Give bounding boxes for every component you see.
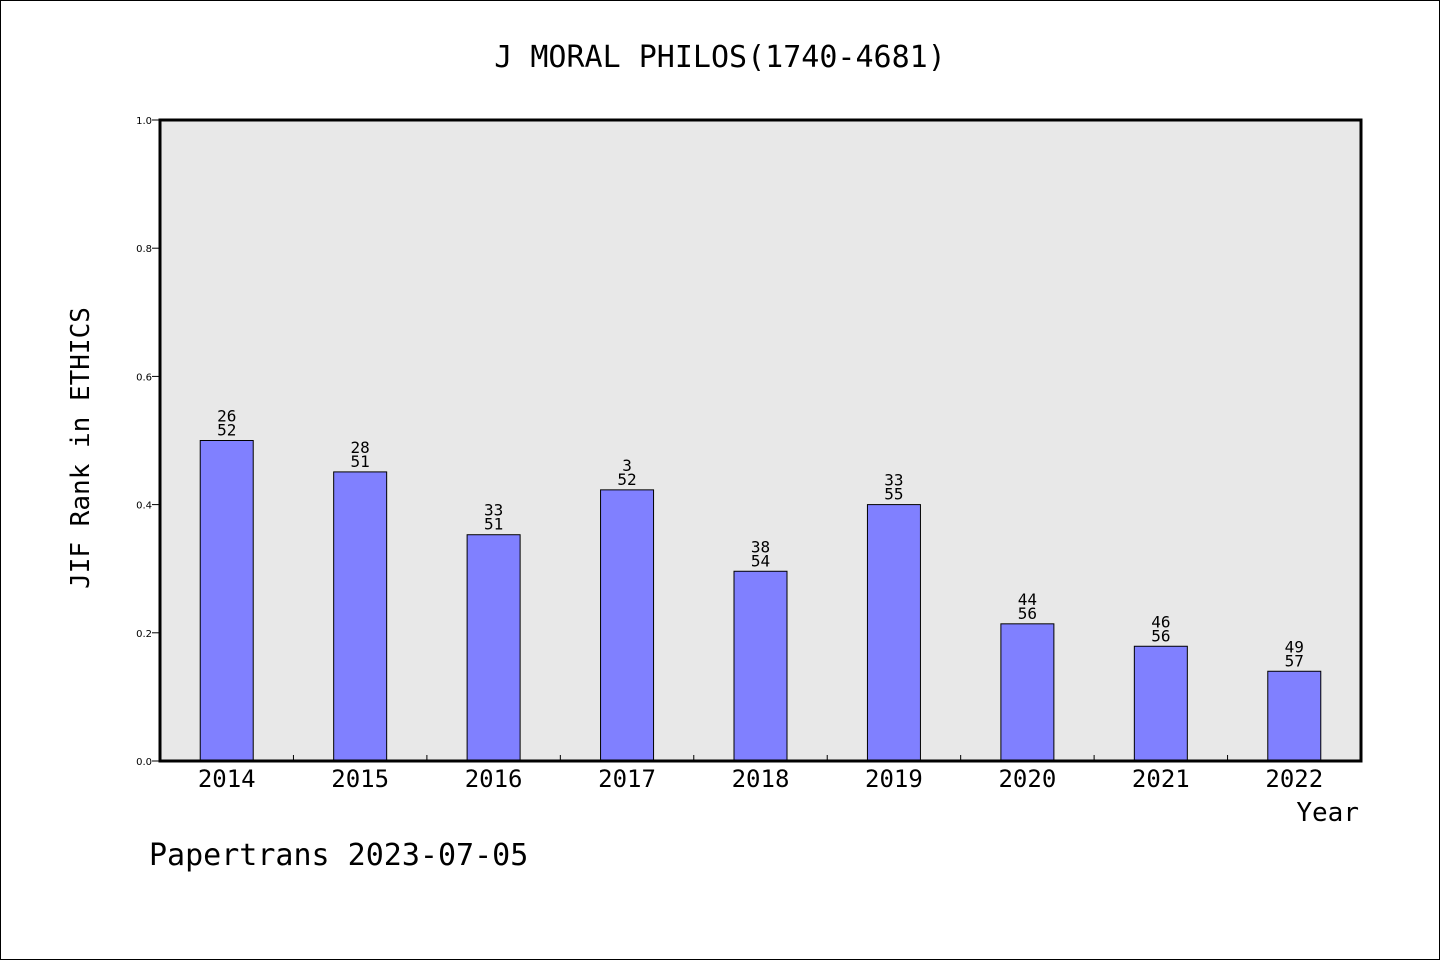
bar: [733, 570, 788, 762]
bar-rank-label: 3: [622, 456, 632, 475]
x-tick-label: 2022: [1265, 765, 1323, 793]
bar: [333, 471, 388, 762]
bar-rank-label: 49: [1285, 637, 1304, 656]
x-tick-label: 2015: [331, 765, 389, 793]
x-tick-label: 2021: [1132, 765, 1190, 793]
bar-rank-label: 44: [1018, 590, 1037, 609]
bar-rank-label: 33: [884, 471, 903, 490]
bar: [1000, 623, 1055, 762]
bar: [199, 440, 254, 762]
x-axis-label: Year: [1296, 798, 1359, 828]
footer-text: Papertrans 2023-07-05: [149, 838, 528, 873]
bar-rank-label: 33: [484, 501, 503, 520]
bar-total-label: 56: [1151, 626, 1170, 645]
x-tick-label: 2014: [198, 765, 256, 793]
y-tick-label: 1.0: [136, 116, 152, 127]
x-tick-label: 2018: [732, 765, 790, 793]
bar-total-label: 55: [884, 485, 903, 504]
plot-border: [158, 118, 1363, 763]
chart-title: J MORAL PHILOS(1740-4681): [494, 40, 946, 75]
y-tick-label: 0.0: [136, 757, 152, 768]
x-axis-ticks: 2014 2015 2016 2017 2018 2019 2020 2021 2022: [198, 755, 1323, 793]
bar-total-label: 51: [484, 515, 503, 534]
x-tick-label: 2020: [998, 765, 1056, 793]
x-tick-label: 2017: [598, 765, 656, 793]
bar-total-label: 51: [351, 452, 370, 471]
x-tick-label: 2016: [465, 765, 523, 793]
bar: [600, 489, 655, 762]
bar: [1133, 645, 1188, 762]
y-tick-label: 0.2: [136, 629, 152, 640]
bar-rank-label: 28: [351, 438, 370, 457]
bar: [466, 534, 521, 762]
x-tick-label: 2019: [865, 765, 923, 793]
bar-total-label: 56: [1018, 604, 1037, 623]
y-tick-label: 0.6: [136, 372, 152, 383]
bar-rank-label: 46: [1151, 612, 1170, 631]
bars-group: [199, 440, 1322, 762]
bar-rank-label: 38: [751, 537, 770, 556]
bar: [1267, 670, 1322, 762]
y-axis-label: JIF Rank in ETHICS: [66, 307, 96, 589]
y-tick-label: 0.4: [136, 501, 152, 512]
bar: [866, 504, 921, 762]
bar-total-label: 54: [751, 551, 770, 570]
bar-rank-label: 26: [217, 407, 236, 426]
bar-total-label: 52: [217, 421, 236, 440]
y-tick-label: 0.8: [136, 244, 152, 255]
y-axis-ticks: 0.0 0.2 0.4 0.6 0.8 1.0: [136, 116, 160, 768]
bar-total-label: 57: [1285, 651, 1304, 670]
bar-total-label: 52: [617, 470, 636, 489]
